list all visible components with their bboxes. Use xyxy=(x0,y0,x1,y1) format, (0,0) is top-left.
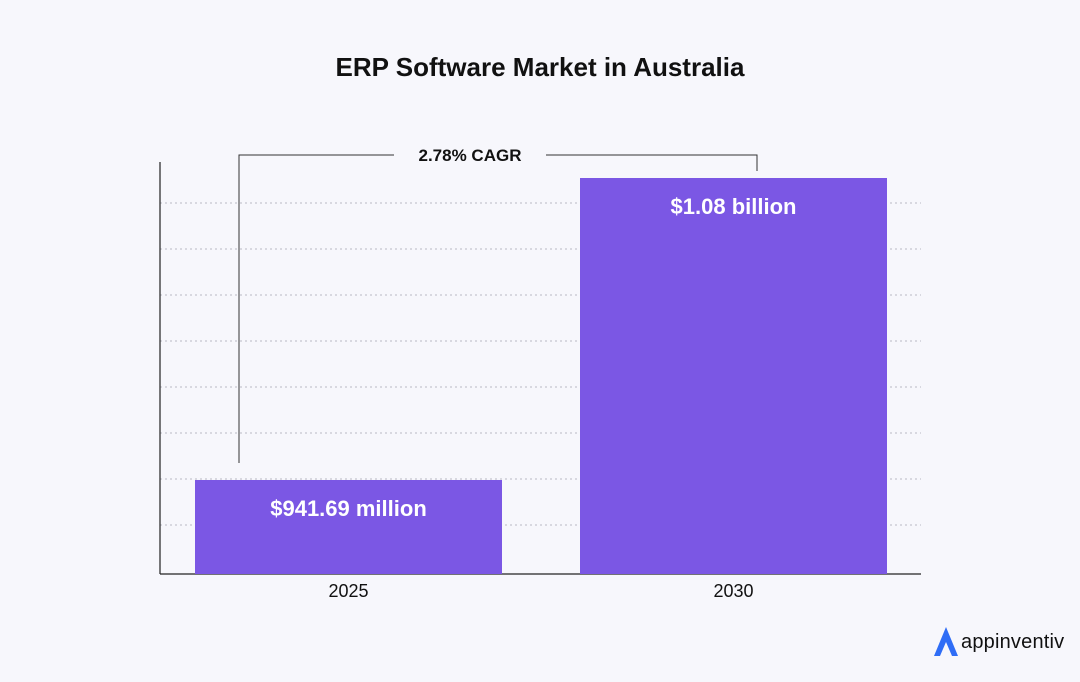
cagr-bracket: 2.78% CAGR xyxy=(238,146,758,463)
data-label-2030: $1.08 billion xyxy=(671,194,797,219)
data-label-2025: $941.69 million xyxy=(270,496,427,521)
cagr-bracket-left xyxy=(238,154,394,463)
cagr-label: 2.78% CAGR xyxy=(419,146,522,165)
appinventiv-a-icon xyxy=(931,625,961,659)
appinventiv-logo: appinventiv xyxy=(931,625,1064,659)
bar-2025 xyxy=(195,480,502,574)
x-tick-label-2025: 2025 xyxy=(328,581,368,601)
cagr-bracket-right xyxy=(546,154,758,171)
x-tick-label-2030: 2030 xyxy=(713,581,753,601)
brand-name: appinventiv xyxy=(961,630,1065,653)
chart-title: ERP Software Market in Australia xyxy=(335,52,745,82)
bar-2030 xyxy=(580,178,887,574)
bars: $941.69 million 2025 $1.08 billion 2030 xyxy=(195,178,887,601)
gridlines xyxy=(160,202,921,526)
